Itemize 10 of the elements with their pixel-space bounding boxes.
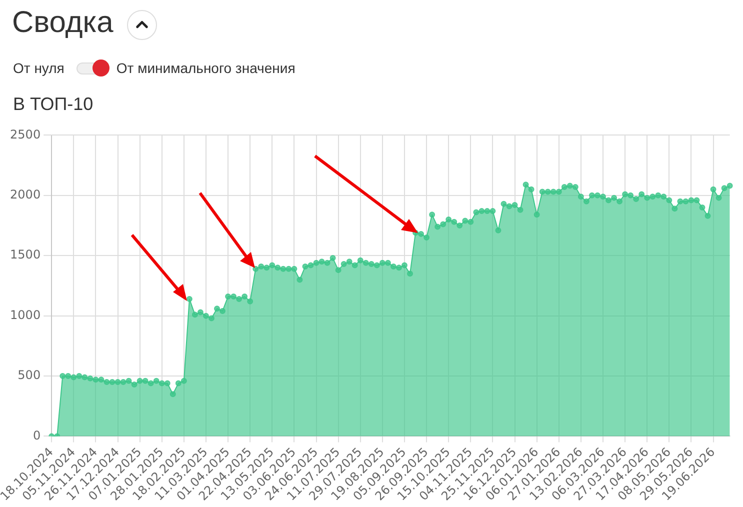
chart-subtitle: В ТОП-10 [13, 94, 94, 115]
y-tick-label: 2000 [10, 188, 41, 202]
y-tick-label: 500 [18, 368, 41, 382]
text: От минимального значения [116, 60, 296, 76]
y-tick-label: 1000 [10, 308, 41, 322]
y-tick-label: 0 [32, 428, 41, 442]
y-tick-label: 1500 [10, 248, 41, 262]
chart-title: Сводка [12, 6, 114, 40]
y-tick-label: 2500 [10, 127, 41, 142]
text: От нуля [13, 60, 64, 76]
